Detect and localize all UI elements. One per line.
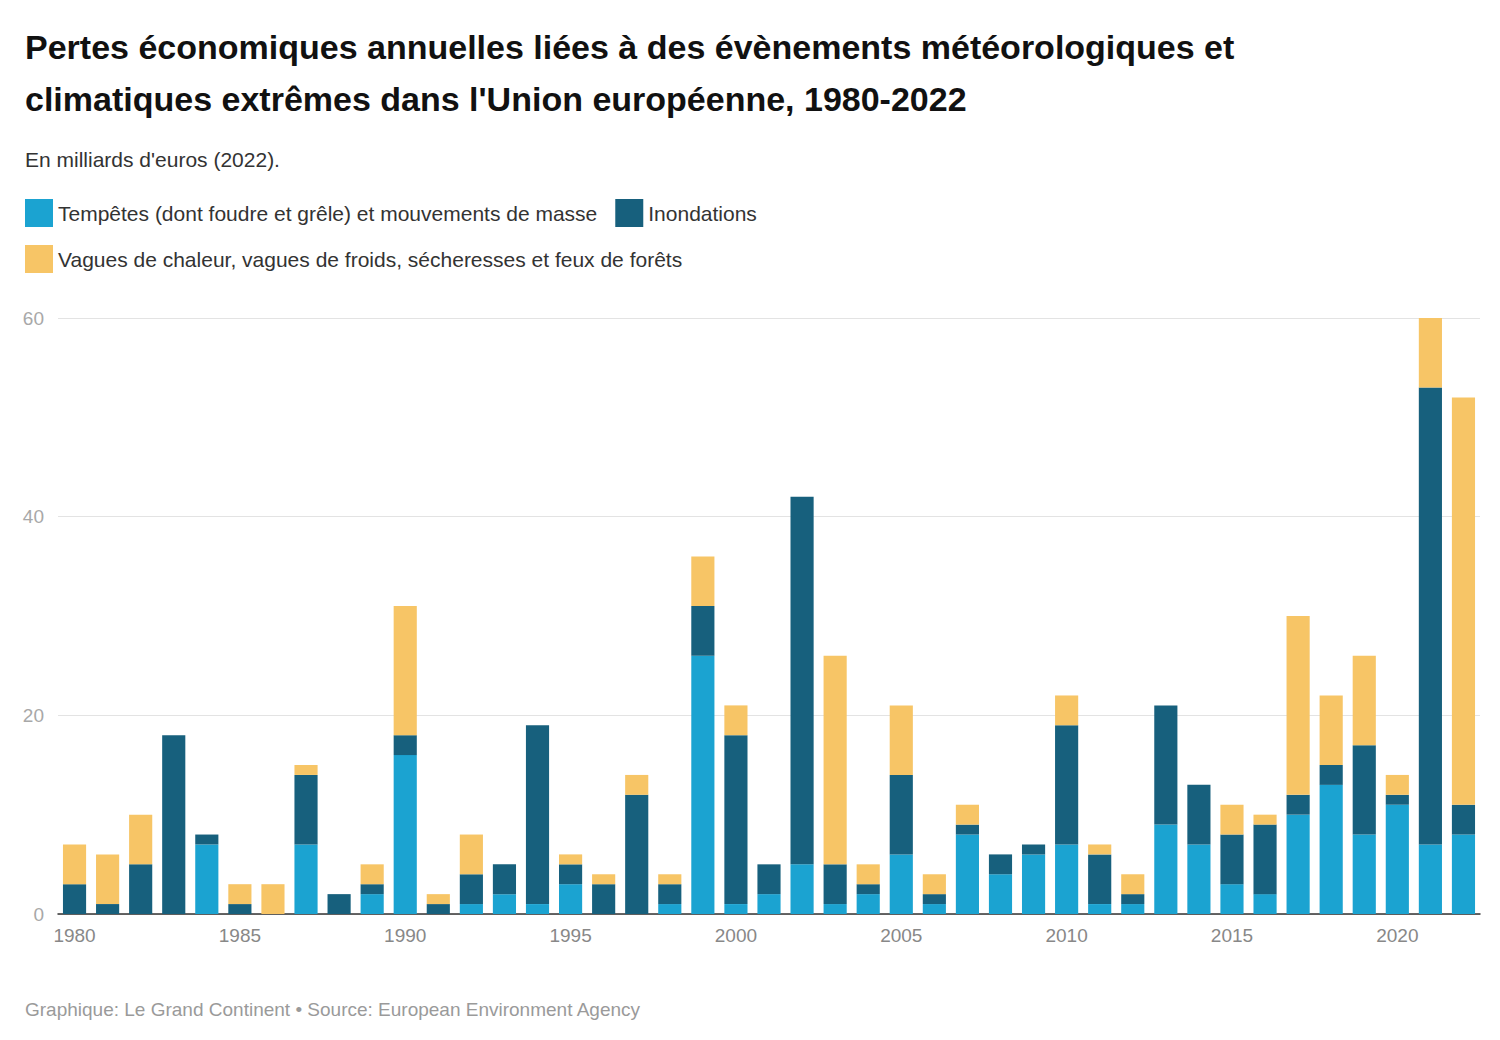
svg-text:1995: 1995 — [549, 925, 591, 946]
svg-text:climatiques extrêmes dans l'Un: climatiques extrêmes dans l'Union europé… — [25, 80, 967, 118]
svg-text:Inondations: Inondations — [648, 202, 757, 225]
svg-text:Pertes économiques annuelles l: Pertes économiques annuelles liées à des… — [25, 28, 1244, 66]
svg-text:Graphique: Le Grand Continent: Graphique: Le Grand Continent • Source: … — [25, 999, 641, 1020]
svg-text:2005: 2005 — [880, 925, 922, 946]
svg-text:2000: 2000 — [715, 925, 757, 946]
svg-text:En milliards d'euros (2022).: En milliards d'euros (2022). — [25, 148, 280, 171]
svg-text:Vagues de chaleur, vagues de f: Vagues de chaleur, vagues de froids, séc… — [58, 248, 682, 271]
svg-text:20: 20 — [23, 705, 44, 726]
svg-text:1980: 1980 — [53, 925, 95, 946]
svg-text:40: 40 — [23, 506, 44, 527]
svg-text:0: 0 — [33, 904, 44, 925]
svg-text:1990: 1990 — [384, 925, 426, 946]
svg-text:Tempêtes (dont foudre et grêle: Tempêtes (dont foudre et grêle) et mouve… — [58, 202, 597, 225]
svg-text:2015: 2015 — [1211, 925, 1253, 946]
svg-text:2020: 2020 — [1376, 925, 1418, 946]
svg-text:60: 60 — [23, 308, 44, 329]
svg-text:2010: 2010 — [1045, 925, 1087, 946]
svg-text:1985: 1985 — [219, 925, 261, 946]
